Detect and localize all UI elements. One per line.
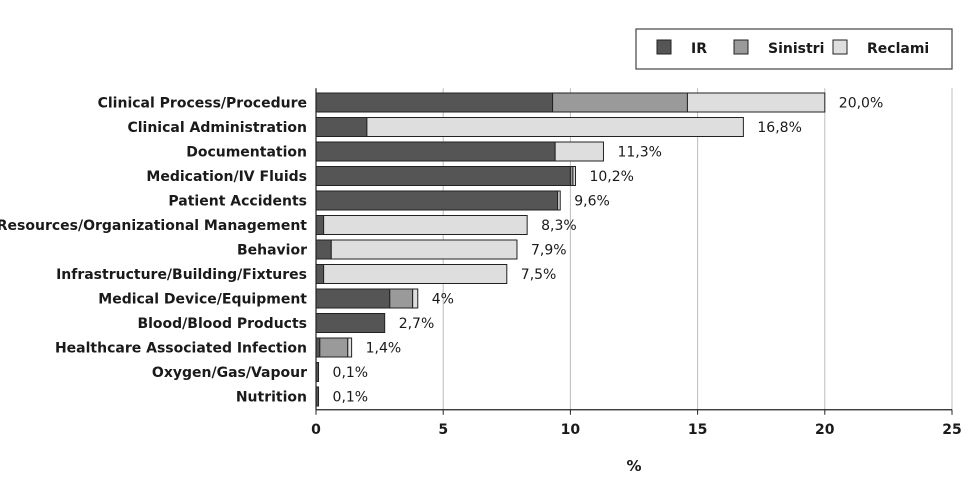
data-label: 20,0% bbox=[839, 96, 883, 112]
category-label: Documentation bbox=[186, 145, 307, 161]
bar-segment-reclami bbox=[330, 239, 518, 260]
category-label: Blood/Blood Products bbox=[137, 316, 307, 332]
data-label: 2,7% bbox=[399, 316, 435, 332]
category-label: Clinical Administration bbox=[127, 120, 307, 136]
bar-segment-ir bbox=[315, 117, 368, 137]
data-label: 9,6% bbox=[574, 194, 610, 210]
x-axis-title: % bbox=[626, 457, 641, 475]
bar-segment-reclami bbox=[554, 141, 604, 162]
legend: IR Sinistri Reclami bbox=[635, 28, 953, 70]
category-label: Behavior bbox=[237, 243, 307, 259]
bar-segment-sinistri bbox=[389, 288, 414, 309]
bar-segment-sinistri bbox=[319, 337, 349, 358]
data-label: 10,2% bbox=[589, 169, 633, 185]
bar-segment-ir bbox=[315, 141, 556, 162]
bar-segment-ir bbox=[315, 166, 571, 186]
bar-segment-reclami bbox=[572, 166, 576, 186]
x-tick-label: 20 bbox=[815, 422, 835, 438]
legend-swatch-reclami bbox=[832, 39, 848, 55]
legend-label-sinistri: Sinistri bbox=[768, 41, 824, 57]
category-label: Medication/IV Fluids bbox=[146, 169, 307, 185]
data-label: 7,9% bbox=[531, 243, 567, 259]
x-axis: 0 5 10 15 20 25 bbox=[311, 88, 962, 438]
bar-segment-ir bbox=[315, 313, 386, 333]
bar-segment-reclami bbox=[323, 215, 528, 235]
bar-segment-reclami bbox=[366, 117, 744, 137]
category-label: Healthcare Associated Infection bbox=[55, 341, 307, 357]
category-label: Nutrition bbox=[236, 390, 307, 406]
legend-swatch-ir bbox=[656, 39, 672, 55]
data-label: 0,1% bbox=[333, 365, 369, 381]
category-label: Infrastructure/Building/Fixtures bbox=[56, 267, 307, 283]
x-tick-label: 15 bbox=[688, 422, 707, 438]
value-labels: 20,0% 16,8% 11,3% 10,2% 9,6% 8,3% 7,9% 7,5% 4% 2,… bbox=[333, 96, 884, 406]
x-tick-label: 0 bbox=[311, 422, 321, 438]
bar-segment-reclami bbox=[347, 337, 353, 358]
bar-segment-ir bbox=[315, 215, 325, 235]
x-tick-label: 10 bbox=[561, 422, 581, 438]
category-labels: Clinical Process/Procedure Clinical Admin… bbox=[0, 96, 307, 406]
x-tick-label: 25 bbox=[942, 422, 961, 438]
bar-segment-sinistri bbox=[552, 92, 688, 113]
category-label: Patient Accidents bbox=[168, 194, 307, 210]
data-label: 1,4% bbox=[366, 341, 402, 357]
bar-segment-reclami bbox=[557, 190, 561, 211]
data-label: 8,3% bbox=[541, 218, 577, 234]
legend-box bbox=[635, 28, 953, 70]
bar-segment-reclami bbox=[412, 288, 419, 309]
legend-swatch-sinistri bbox=[733, 39, 749, 55]
category-label: Medical Device/Equipment bbox=[98, 292, 307, 308]
category-label: Clinical Process/Procedure bbox=[98, 96, 307, 112]
data-label: 7,5% bbox=[521, 267, 557, 283]
bar-segment-ir bbox=[315, 288, 391, 309]
bar-segment-ir bbox=[315, 239, 332, 260]
category-label: Resources/Organizational Management bbox=[0, 218, 307, 234]
legend-label-ir: IR bbox=[691, 41, 707, 57]
bar-segment-ir bbox=[315, 264, 325, 284]
bar-segment-ir bbox=[315, 92, 554, 113]
bars bbox=[315, 92, 826, 407]
bar-segment-reclami bbox=[686, 92, 826, 113]
x-tick-label: 5 bbox=[438, 422, 448, 438]
category-label: Oxygen/Gas/Vapour bbox=[152, 365, 307, 381]
legend-label-reclami: Reclami bbox=[867, 41, 929, 57]
bar-segment-reclami bbox=[323, 264, 508, 284]
data-label: 16,8% bbox=[757, 120, 801, 136]
data-label: 0,1% bbox=[333, 390, 369, 406]
data-label: 11,3% bbox=[617, 145, 661, 161]
data-label: 4% bbox=[432, 292, 454, 308]
bar-segment-ir bbox=[315, 190, 559, 211]
